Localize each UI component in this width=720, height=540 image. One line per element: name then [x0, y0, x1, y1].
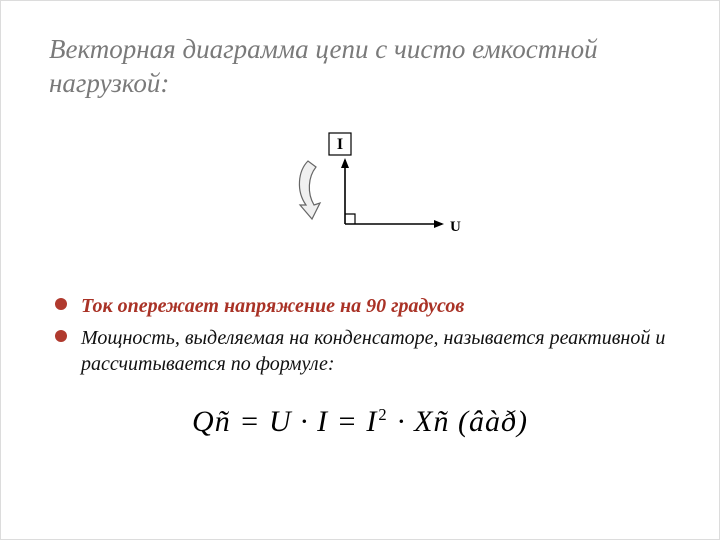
slide-title: Векторная диаграмма цепи с чисто емкостн…	[49, 33, 671, 101]
right-angle-marker	[345, 214, 355, 224]
bullet-list: Ток опережает напряжение на 90 градусов …	[49, 293, 671, 377]
formula-rhs2-base: I	[366, 405, 377, 438]
formula-container: Qñ = U · I = I2 · Xñ (âàð)	[49, 405, 671, 439]
i-label: I	[337, 136, 343, 153]
formula-rhs2-tail: · Xñ	[389, 405, 450, 438]
formula-lhs: Qñ	[192, 405, 231, 438]
formula-eq2: =	[328, 405, 366, 438]
bullet-item-2: Мощность, выделяемая на конденсаторе, на…	[53, 325, 671, 377]
slide: Векторная диаграмма цепи с чисто емкостн…	[0, 0, 720, 540]
formula-rhs2-sup: 2	[378, 405, 387, 424]
formula-eq1: =	[231, 405, 269, 438]
u-label: U	[450, 219, 461, 235]
rotation-arrow-icon	[299, 161, 320, 219]
diagram-container: I U	[49, 129, 671, 249]
formula: Qñ = U · I = I2 · Xñ (âàð)	[192, 405, 528, 439]
vector-diagram: I U	[230, 129, 490, 249]
formula-rhs1: U · I	[269, 405, 328, 438]
formula-paren: (âàð)	[449, 405, 527, 438]
bullet-item-1: Ток опережает напряжение на 90 градусов	[53, 293, 671, 319]
